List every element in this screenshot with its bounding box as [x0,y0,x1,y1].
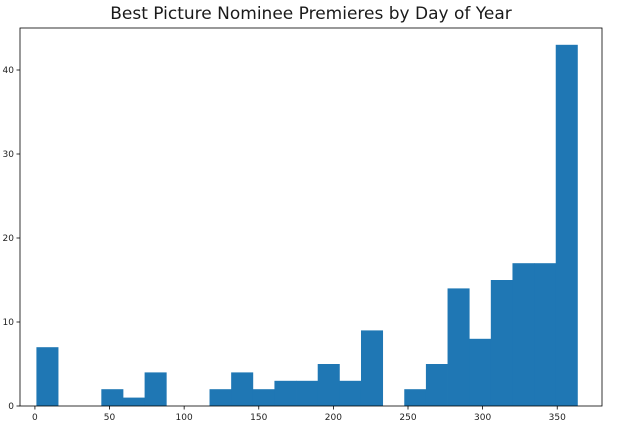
x-axis: 0 50 100 150 200 250 300 350 [32,406,566,423]
chart-title: Best Picture Nominee Premieres by Day of… [110,4,512,24]
histogram-bar [512,263,535,406]
histogram-bar [317,364,340,406]
x-tick-label: 250 [399,413,416,423]
bars-group [36,44,578,407]
y-tick-label: 30 [3,150,15,160]
histogram-bar [360,330,384,406]
histogram-bar [296,380,319,406]
histogram-bar [404,389,427,406]
x-tick-label: 100 [176,413,193,423]
histogram-bar [231,372,254,406]
histogram-bar [101,389,124,406]
x-tick-label: 200 [325,413,342,423]
histogram-bar [252,389,275,406]
histogram-bar [447,288,470,406]
histogram-bar [469,338,492,406]
x-tick-label: 350 [549,413,566,423]
histogram-bar [425,364,448,406]
y-axis: 0 10 20 30 40 [3,66,20,412]
x-tick-label: 0 [32,413,38,423]
y-tick-label: 10 [3,318,15,328]
histogram-bar [534,263,557,406]
y-tick-label: 40 [3,66,15,76]
histogram-bar [144,372,167,406]
histogram-bar [209,389,232,406]
x-tick-label: 300 [474,413,491,423]
y-tick-label: 0 [8,402,14,412]
histogram-bar [36,347,59,406]
plot-frame [19,27,603,407]
histogram-bar [490,280,513,406]
x-tick-label: 50 [104,413,116,423]
x-tick-label: 150 [250,413,267,423]
histogram-bar [122,397,146,406]
histogram-bar [555,44,578,407]
histogram-bar [274,380,297,406]
y-tick-label: 20 [3,234,15,244]
histogram-bar [339,380,362,406]
